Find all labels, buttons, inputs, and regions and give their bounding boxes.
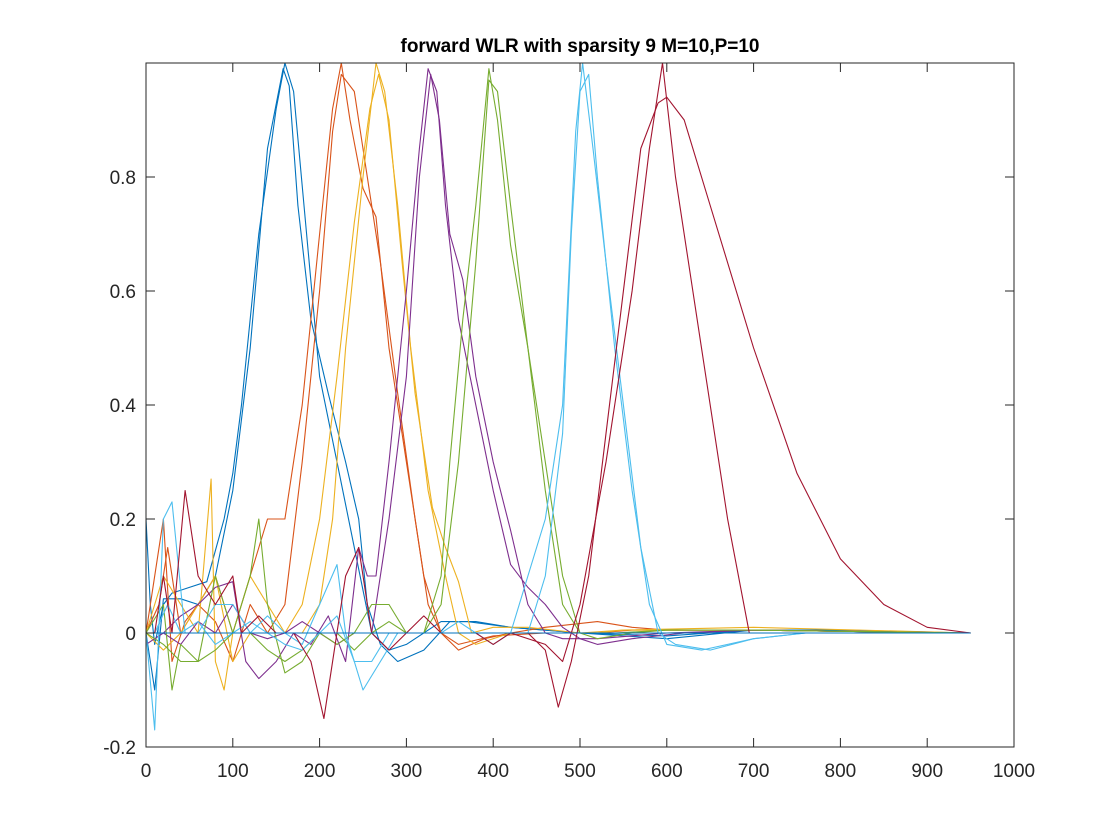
- series-line-12: [146, 63, 971, 663]
- x-tick-label: 200: [304, 761, 336, 782]
- y-tick-label: -0.2: [103, 738, 136, 759]
- chart-title: forward WLR with sparsity 9 M=10,P=10: [401, 36, 760, 57]
- y-tick-label: 0.8: [110, 168, 136, 189]
- x-tick-label: 900: [911, 761, 943, 782]
- x-tick-label: 100: [217, 761, 249, 782]
- plot-area: [146, 63, 1014, 747]
- y-tick-label: 0: [125, 624, 136, 645]
- series-line-4: [146, 73, 971, 663]
- y-tick-label: 0.4: [110, 396, 137, 417]
- x-tick-label: 300: [391, 761, 423, 782]
- series-layer: [146, 63, 971, 731]
- x-tick-label: 500: [564, 761, 596, 782]
- y-tick-label: 0.2: [110, 510, 136, 531]
- plot-background: [146, 63, 1014, 747]
- x-tick-label: 600: [651, 761, 683, 782]
- series-line-7: [146, 68, 971, 680]
- x-tick-label: 800: [825, 761, 857, 782]
- y-tick-label: 0.6: [110, 282, 136, 303]
- x-tick-label: 400: [477, 761, 509, 782]
- x-tick-label: 700: [738, 761, 770, 782]
- axes-layer: 0 100 200 300 400 500 600 700 800 900 1000-0.200.2…: [103, 62, 1035, 782]
- x-tick-label: 0: [141, 761, 152, 782]
- x-tick-label: 1000: [993, 761, 1035, 782]
